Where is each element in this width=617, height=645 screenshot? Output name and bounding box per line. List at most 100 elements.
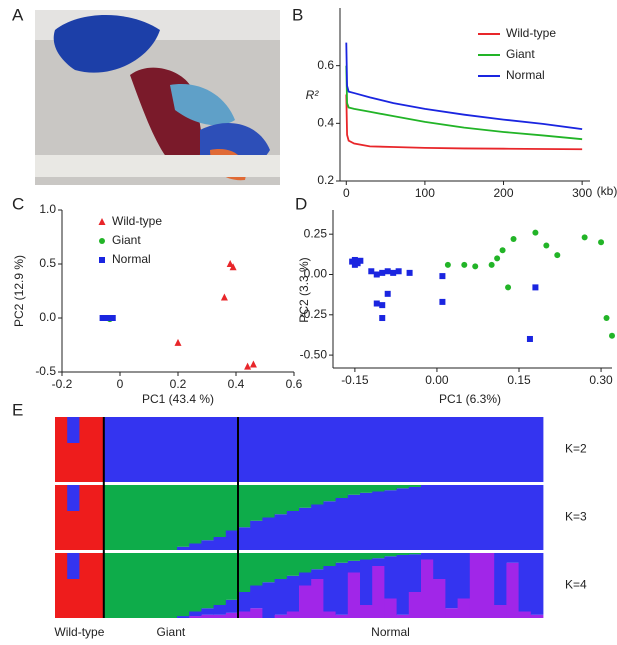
point <box>406 269 413 276</box>
ancestry-segment <box>201 608 214 615</box>
ancestry-segment <box>91 485 105 550</box>
y-tick-label: 0.6 <box>317 58 334 72</box>
point <box>244 362 252 370</box>
ancestry-segment <box>286 553 300 576</box>
ruler <box>35 155 280 177</box>
ancestry-segment <box>347 417 361 482</box>
ancestry-segment <box>384 485 397 491</box>
ancestry-segment <box>372 558 385 566</box>
fish-scales <box>170 84 235 126</box>
point <box>351 261 358 268</box>
ancestry-segment <box>408 554 422 592</box>
ancestry-segment <box>372 485 385 492</box>
point <box>439 273 446 280</box>
point <box>226 260 234 267</box>
ancestry-segment <box>347 494 361 550</box>
ancestry-segment <box>396 554 410 615</box>
ancestry-segment <box>201 540 214 550</box>
ancestry-segment <box>323 566 336 612</box>
line <box>345 94 583 151</box>
row-label: K=3 <box>565 510 587 524</box>
ancestry-segment <box>469 417 483 482</box>
point <box>609 332 615 339</box>
ancestry-segment <box>274 417 288 482</box>
y-tick-label: -0.50 <box>300 347 328 361</box>
ancestry-segment <box>311 579 324 618</box>
ancestry-segment <box>201 417 214 482</box>
point <box>461 261 468 268</box>
ancestry-segment <box>164 485 178 550</box>
photo <box>35 10 280 185</box>
ancestry-segment <box>335 553 349 563</box>
ancestry-segment <box>213 417 227 482</box>
ancestry-segment <box>225 599 239 613</box>
ancestry-segment <box>347 560 361 573</box>
ancestry-segment <box>445 485 458 550</box>
ancestry-segment <box>506 417 519 482</box>
ancestry-segment <box>311 504 324 550</box>
ancestry-segment <box>189 485 202 544</box>
ancestry-segment <box>323 553 336 566</box>
point <box>532 284 539 291</box>
ancestry-segment <box>262 485 275 518</box>
ancestry-segment <box>445 417 458 482</box>
ancestry-segment <box>128 553 141 618</box>
y-tick-label: 0.00 <box>304 267 328 281</box>
ancestry-segment <box>347 572 361 618</box>
ancestry-segment <box>238 417 251 482</box>
ancestry-segment <box>140 553 153 618</box>
ancestry-segment <box>238 553 251 592</box>
ancestry-segment <box>323 611 336 618</box>
ancestry-segment <box>518 485 532 550</box>
ancestry-segment <box>372 566 385 618</box>
x-tick-label: 0.15 <box>507 373 531 387</box>
legend-label: Wild-type <box>112 214 162 228</box>
ancestry-segment <box>335 417 349 482</box>
point <box>174 338 182 346</box>
point <box>554 252 561 259</box>
y-tick-label: -0.25 <box>300 307 328 321</box>
point <box>384 290 391 297</box>
ancestry-segment <box>213 485 227 537</box>
ancestry-segment <box>360 559 373 605</box>
point <box>472 263 479 270</box>
ancestry-segment <box>482 417 495 482</box>
point <box>488 261 495 268</box>
ancestry-segment <box>238 527 251 550</box>
line <box>345 42 583 130</box>
legend-marker <box>99 238 105 244</box>
ancestry-segment <box>396 553 410 555</box>
ancestry-segment <box>299 507 312 550</box>
ancestry-segment <box>530 614 544 618</box>
ancestry-segment <box>67 443 80 482</box>
ancestry-segment <box>494 485 507 550</box>
legend-marker <box>98 218 106 225</box>
ancestry-segment <box>530 485 544 550</box>
x-axis-label: PC1 (6.3%) <box>439 392 501 406</box>
x-tick-label: 300 <box>572 186 592 200</box>
ancestry-segment <box>347 553 361 561</box>
ancestry-segment <box>274 553 288 579</box>
ancestry-segment <box>408 417 422 482</box>
ancestry-segment <box>433 485 446 550</box>
row-label: K=4 <box>565 578 587 592</box>
x-tick-label: 0.00 <box>425 373 449 387</box>
ancestry-segment <box>286 417 300 482</box>
x-tick-label: 0 <box>117 377 124 391</box>
y-tick-label: 0.25 <box>304 226 328 240</box>
ancestry-segment <box>360 417 373 482</box>
ancestry-segment <box>518 553 532 612</box>
ancestry-segment <box>299 417 312 482</box>
point <box>249 360 257 368</box>
point <box>439 298 446 305</box>
ancestry-segment <box>189 611 202 617</box>
fish-fin <box>53 15 160 73</box>
ancestry-segment <box>225 530 239 550</box>
ancestry-segment <box>213 537 227 550</box>
legend-label: Giant <box>506 47 535 61</box>
ancestry-segment <box>177 616 190 618</box>
ancestry-segment <box>189 553 202 612</box>
x-tick-label: -0.15 <box>341 373 369 387</box>
ancestry-segment <box>55 553 68 618</box>
